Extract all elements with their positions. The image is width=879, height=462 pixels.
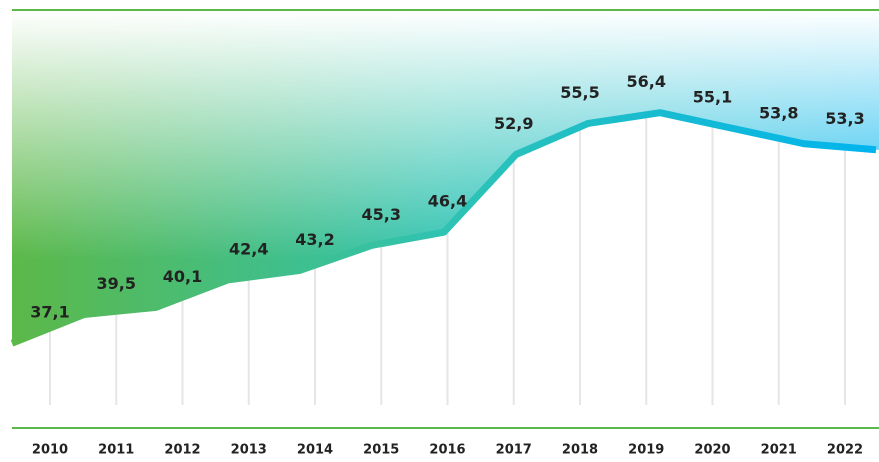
x-tick-label: 2011 bbox=[98, 443, 134, 458]
x-tick-label: 2015 bbox=[363, 443, 399, 458]
x-tick-label: 2010 bbox=[32, 443, 68, 458]
value-label: 45,3 bbox=[362, 205, 401, 224]
value-label: 37,1 bbox=[30, 303, 69, 322]
value-label: 39,5 bbox=[97, 274, 136, 293]
value-label: 40,1 bbox=[163, 267, 202, 286]
x-tick-label: 2017 bbox=[496, 443, 532, 458]
area-fade bbox=[12, 10, 879, 344]
value-label: 55,1 bbox=[693, 88, 732, 107]
x-tick-label: 2013 bbox=[231, 443, 267, 458]
value-label: 55,5 bbox=[560, 83, 599, 102]
value-label: 46,4 bbox=[428, 192, 467, 211]
x-tick-label: 2018 bbox=[562, 443, 598, 458]
x-tick-label: 2020 bbox=[694, 443, 730, 458]
value-label: 52,9 bbox=[494, 114, 533, 133]
value-label: 56,4 bbox=[627, 72, 666, 91]
line bbox=[10, 109, 877, 347]
x-tick-label: 2016 bbox=[429, 443, 465, 458]
value-label: 53,3 bbox=[825, 109, 864, 128]
x-tick-label: 2014 bbox=[297, 443, 333, 458]
value-label: 42,4 bbox=[229, 239, 268, 258]
x-tick-label: 2021 bbox=[761, 443, 797, 458]
x-tick-label: 2019 bbox=[628, 443, 664, 458]
value-label: 43,2 bbox=[295, 230, 334, 249]
x-tick-label: 2012 bbox=[164, 443, 200, 458]
value-label: 53,8 bbox=[759, 103, 798, 122]
x-tick-label: 2022 bbox=[827, 443, 863, 458]
